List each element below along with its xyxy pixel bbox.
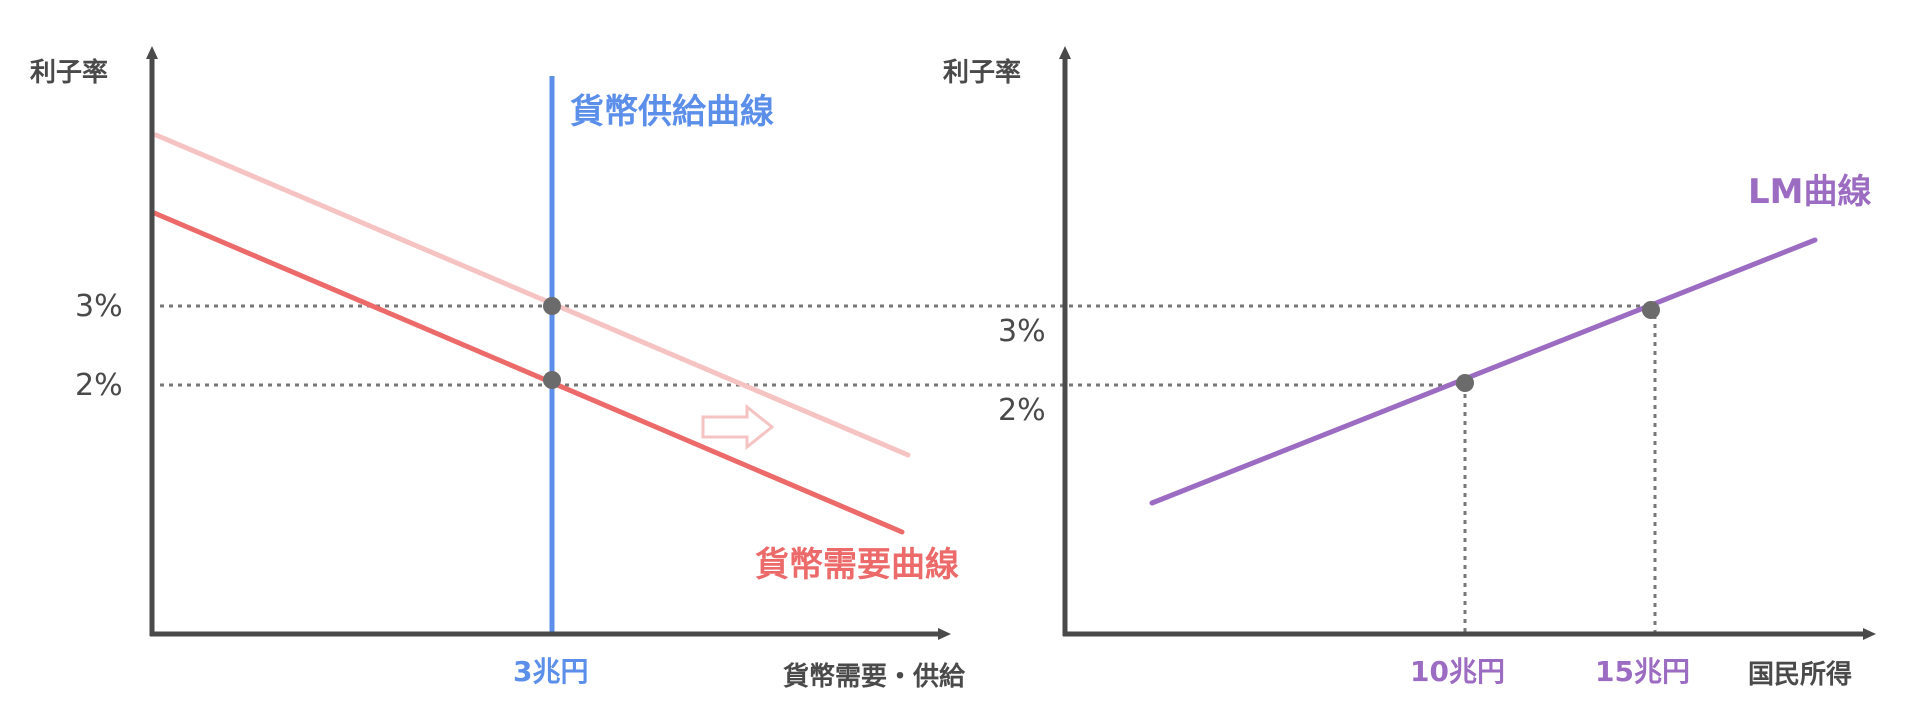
demand-curve	[149, 209, 905, 535]
demand-curve-shifted	[153, 132, 911, 458]
right-y-tick-2pct: 2%	[998, 393, 1046, 428]
lm-point-10cho	[1456, 374, 1474, 392]
right-y-axis-label: 利子率	[943, 57, 1021, 88]
lm-curve-label: LM曲線	[1748, 172, 1872, 212]
right-x-tick-10cho: 10兆円	[1410, 655, 1505, 688]
right-x-axis-label: 国民所得	[1748, 660, 1852, 690]
shift-arrow	[701, 403, 775, 451]
left-x-axis-label: 貨幣需要・供給	[783, 661, 966, 692]
data-point-2pct	[543, 371, 561, 389]
supply-curve-label: 貨幣供給曲線	[570, 92, 774, 132]
left-y-tick-2pct: 2%	[75, 368, 123, 403]
lm-point-15cho	[1642, 301, 1660, 319]
demand-curve-label: 貨幣需要曲線	[755, 545, 959, 585]
left-chart: 利子率 3% 2% 3兆円 貨幣需要・供給 貨幣供給曲線 貨幣需要曲線	[30, 46, 1655, 692]
right-chart: 利子率 3% 2% 10兆円 15兆円 国民所得 LM曲線	[943, 46, 1876, 690]
left-y-axis-label: 利子率	[30, 57, 108, 88]
left-x-tick-3cho: 3兆円	[513, 655, 588, 688]
right-x-tick-15cho: 15兆円	[1595, 655, 1690, 688]
right-y-tick-3pct: 3%	[998, 314, 1046, 349]
lm-curve	[1149, 237, 1818, 506]
left-y-tick-3pct: 3%	[75, 289, 123, 324]
data-point-3pct	[543, 297, 561, 315]
